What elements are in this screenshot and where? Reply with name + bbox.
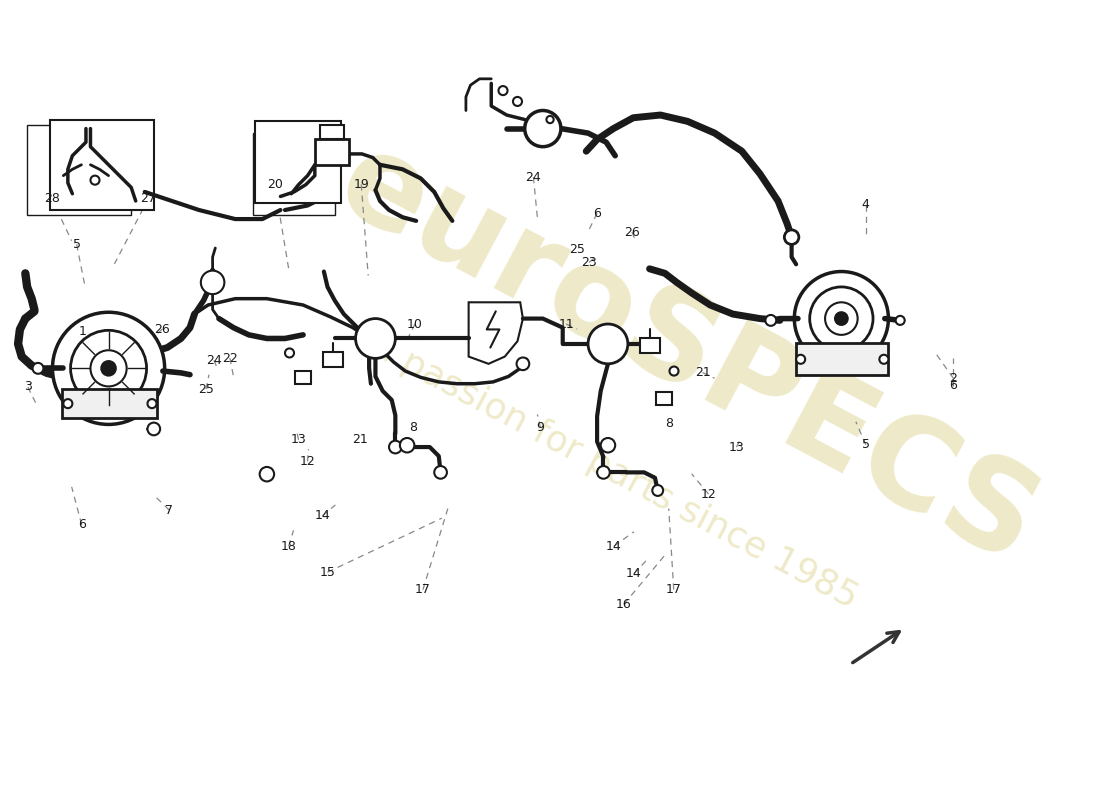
Bar [255,122,341,202]
Text: 5: 5 [73,238,80,251]
Circle shape [652,485,663,496]
Text: 13: 13 [728,441,745,454]
Circle shape [285,349,294,358]
Text: 7: 7 [165,503,173,517]
Circle shape [597,466,609,478]
Bar [315,139,349,165]
Bar [28,125,131,215]
Text: 3: 3 [24,381,32,394]
Circle shape [498,86,507,95]
Text: 24: 24 [526,170,541,183]
Text: 4: 4 [862,198,870,211]
Circle shape [400,438,415,453]
Bar [253,133,334,214]
Circle shape [90,350,126,386]
Circle shape [517,358,529,370]
Text: 24: 24 [206,354,222,366]
Circle shape [825,302,858,335]
Text: 12: 12 [701,487,716,501]
Text: 18: 18 [280,540,297,553]
Text: 1: 1 [79,325,87,338]
Text: 15: 15 [319,566,336,578]
Circle shape [766,315,777,326]
Text: 10: 10 [407,318,422,330]
Circle shape [355,318,395,358]
Text: 20: 20 [266,178,283,191]
Circle shape [588,324,628,364]
Bar [50,119,154,210]
Text: 2: 2 [949,372,957,385]
Text: a passion for parts since 1985: a passion for parts since 1985 [366,330,864,615]
Bar [320,125,344,139]
Text: 28: 28 [44,192,59,206]
Text: 25: 25 [198,382,213,396]
Circle shape [33,363,43,374]
Text: 8: 8 [664,417,673,430]
Text: 5: 5 [861,438,870,451]
Text: 21: 21 [352,434,368,446]
Circle shape [64,399,73,408]
Text: 14: 14 [315,510,330,522]
Bar [656,392,672,405]
Text: 26: 26 [624,226,640,238]
Text: euroSPECS: euroSPECS [318,120,1057,590]
Circle shape [601,438,615,453]
Text: 16: 16 [616,598,631,610]
Text: 13: 13 [290,434,307,446]
Circle shape [389,441,402,454]
Circle shape [101,361,116,375]
Text: 21: 21 [695,366,711,379]
Text: 9: 9 [537,421,544,434]
Circle shape [547,116,553,123]
Text: 22: 22 [222,351,238,365]
Text: 23: 23 [581,256,597,269]
Text: 27: 27 [141,192,156,206]
Circle shape [670,366,679,375]
Text: 14: 14 [606,540,621,553]
Circle shape [434,466,447,478]
Text: 14: 14 [626,567,641,580]
Bar [295,371,311,384]
Circle shape [879,354,889,364]
Text: 12: 12 [299,455,316,468]
Circle shape [201,270,224,294]
Text: 17: 17 [666,583,682,596]
Text: 17: 17 [415,583,431,596]
Bar [796,343,889,374]
Circle shape [796,354,805,364]
Circle shape [260,467,274,482]
Circle shape [53,312,165,425]
Text: 6: 6 [949,379,957,392]
Bar [639,338,660,353]
Text: 11: 11 [559,318,574,330]
Text: 25: 25 [570,243,585,256]
Text: 19: 19 [353,178,370,191]
Text: 26: 26 [154,322,170,335]
Circle shape [794,271,889,366]
Polygon shape [469,302,522,364]
Circle shape [835,312,848,325]
Circle shape [147,422,161,435]
Text: 6: 6 [78,518,86,531]
Circle shape [90,176,99,185]
Circle shape [147,399,156,408]
Bar [323,352,343,366]
Bar [62,389,156,418]
Circle shape [70,330,146,406]
Text: 6: 6 [593,206,601,220]
Circle shape [784,230,799,244]
Circle shape [810,287,873,350]
Circle shape [513,97,522,106]
Circle shape [525,110,561,146]
Circle shape [895,316,904,325]
Text: 8: 8 [409,421,417,434]
